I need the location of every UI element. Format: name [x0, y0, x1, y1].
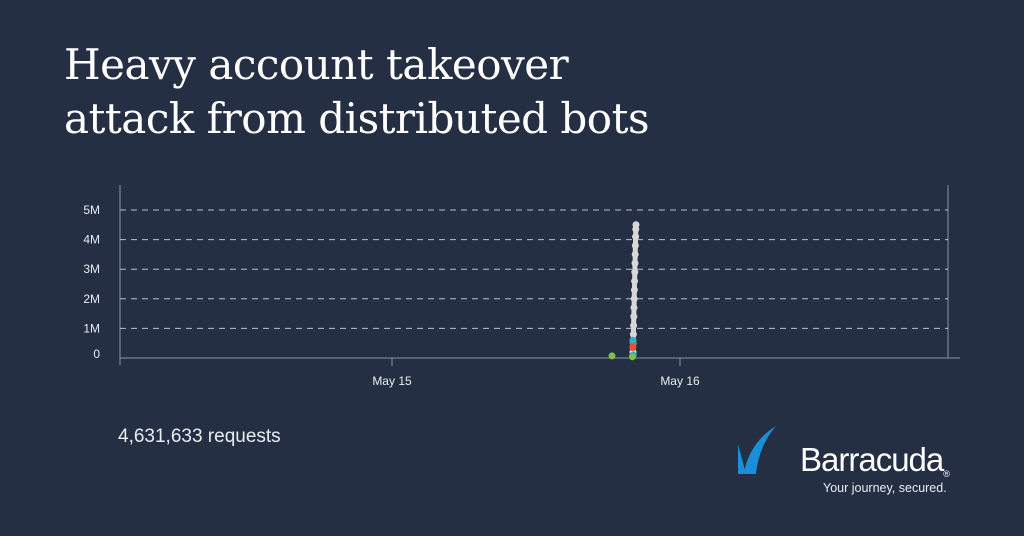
brand-tagline: Your journey, secured.: [823, 481, 947, 495]
y-tick-label: 4M: [83, 233, 100, 247]
data-point: [632, 221, 640, 229]
data-point: [629, 336, 637, 344]
barracuda-fin-logo-icon: [738, 426, 776, 474]
y-tick-label: 0: [93, 347, 100, 361]
total-requests: 4,631,633 requests: [118, 426, 281, 447]
data-point: [630, 304, 638, 312]
requests-chart: 0 1M 2M 3M 4M 5M May 15 May 16: [83, 185, 960, 388]
x-tick-label: May 16: [660, 374, 700, 388]
data-point: [629, 330, 637, 338]
data-point: [630, 313, 638, 321]
data-point: [631, 250, 639, 258]
page-title: Heavy account takeover attack from distr…: [64, 38, 650, 146]
data-point: [629, 344, 637, 352]
y-tick-label: 1M: [83, 321, 100, 335]
title-line-2: attack from distributed bots: [64, 94, 650, 143]
y-tick-label: 3M: [83, 262, 100, 276]
data-point: [631, 259, 639, 267]
data-point: [631, 268, 639, 276]
title-line-1: Heavy account takeover: [64, 40, 569, 89]
data-point: [628, 353, 636, 361]
y-tick-label: 5M: [83, 203, 100, 217]
data-point: [630, 286, 638, 294]
data-point: [632, 233, 640, 241]
brand-name: Barracuda®: [800, 441, 950, 479]
y-tick-label: 2M: [83, 292, 100, 306]
data-point: [608, 352, 616, 360]
data-point: [631, 242, 639, 250]
spike-trail: [630, 222, 639, 355]
data-point: [631, 277, 639, 285]
x-tick-label: May 15: [372, 374, 412, 388]
data-point: [630, 295, 638, 303]
data-point: [630, 321, 638, 329]
